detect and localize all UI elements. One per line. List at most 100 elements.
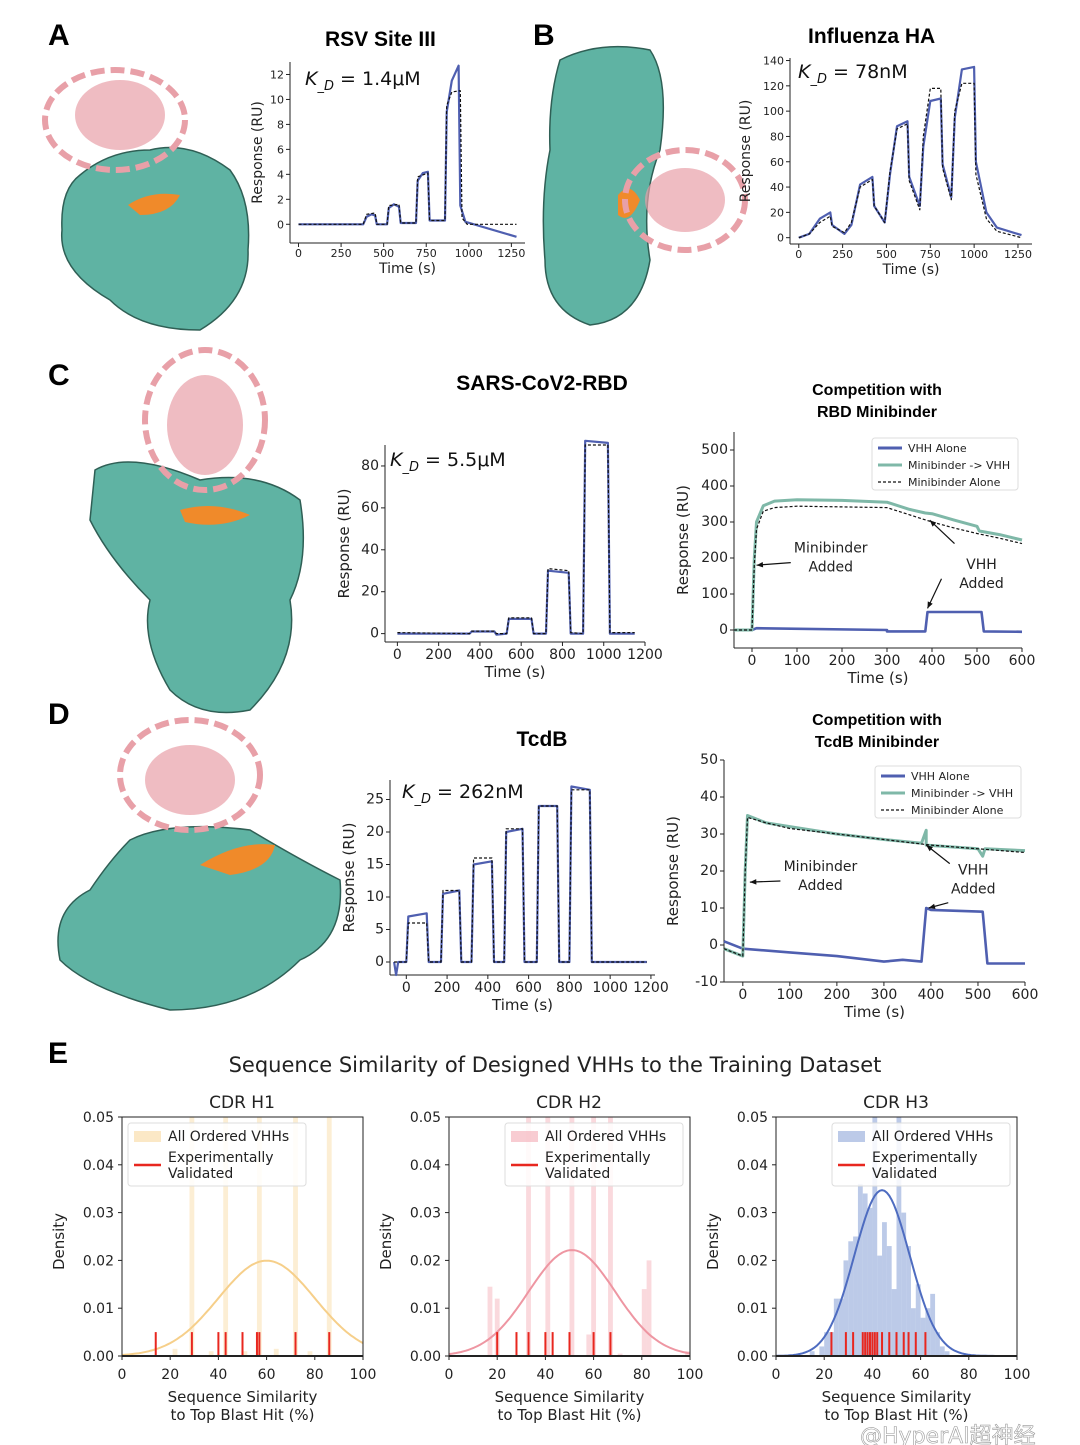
kd-annotation: K_D = 1.4μM (305, 68, 421, 94)
legend-entry: Experimentally (545, 1150, 651, 1166)
histogram-bar (896, 1117, 902, 1356)
series-line-fit-data (798, 65, 1022, 239)
legend-box (127, 1122, 307, 1187)
chart-title: SARS-CoV2-RBD (456, 372, 628, 395)
x-axis-label: to Top Blast Hit (%) (170, 1406, 314, 1424)
histogram-bar (862, 1193, 868, 1356)
y-tick-label: 0.00 (83, 1349, 114, 1365)
x-axis-label: Sequence Similarity (168, 1388, 318, 1406)
histogram-bar (641, 1289, 647, 1356)
y-axis-label: Density (704, 1213, 722, 1270)
y-tick-label: 0.02 (410, 1253, 441, 1269)
kd-symbol: K (390, 449, 404, 471)
histogram-bar (526, 1117, 531, 1356)
histogram-bar (172, 1348, 178, 1356)
histogram-bar (838, 1298, 844, 1356)
protein-structure-rbd (89, 347, 305, 714)
x-tick-label: 750 (920, 248, 941, 261)
panel-label-b: B (533, 19, 555, 52)
x-tick-label: 400 (474, 980, 501, 996)
histogram-bar (273, 1348, 279, 1356)
y-tick-label: 100 (701, 586, 728, 602)
x-tick-label: 100 (677, 1367, 704, 1383)
y-tick-label: 400 (701, 478, 728, 494)
histogram-bar (906, 1246, 911, 1356)
series-line-model (397, 444, 635, 635)
x-axis-label: to Top Blast Hit (%) (497, 1406, 641, 1424)
legend-entry: Minibinder -> VHH (911, 787, 1013, 800)
chart-title-line: TcdB Minibinder (815, 734, 939, 751)
annotation-arrow-head (926, 845, 933, 852)
histogram-bar (608, 1117, 613, 1356)
y-tick-label: 200 (701, 550, 728, 566)
histogram-bar (545, 1117, 551, 1356)
watermark: @HyperAI超神经 (860, 1424, 1036, 1445)
kd-value: = 1.4μM (334, 68, 421, 90)
chart-title: CDR H3 (863, 1093, 929, 1113)
y-tick-label: 0 (370, 626, 379, 642)
histogram-bar (915, 1284, 921, 1356)
x-tick-label: 0 (738, 987, 747, 1003)
legend-entry: Validated (872, 1166, 937, 1182)
chart-rbd: SARS-CoV2-RBD 0 200 400 600 800 1000 1200 0 20 40 6… (335, 372, 663, 681)
histogram-bar (591, 1117, 597, 1356)
y-tick-label: 60 (770, 156, 784, 169)
x-tick-label: 200 (824, 987, 851, 1003)
y-axis-label: Response (RU) (664, 816, 682, 926)
y-tick-label: 20 (700, 863, 718, 879)
chart-title-line: Competition with (812, 712, 942, 729)
histogram-bar (646, 1260, 652, 1356)
y-tick-label: 0.01 (737, 1301, 768, 1317)
kd-subscript: _D (413, 792, 431, 807)
kd-value: = 78nM (827, 61, 908, 83)
series-line-vhh-alone (734, 610, 1023, 634)
y-tick-label: -10 (695, 974, 718, 990)
kd-annotation: K_D = 5.5μM (390, 449, 506, 475)
y-tick-label: 40 (700, 789, 718, 805)
y-tick-label: 0.01 (83, 1301, 114, 1317)
annotation-arrow-head (756, 561, 764, 568)
x-tick-label: 40 (863, 1367, 881, 1383)
x-tick-label: 600 (1009, 653, 1036, 669)
kd-symbol: K (798, 61, 812, 83)
y-axis-label: Density (50, 1213, 68, 1270)
x-tick-label: 600 (1012, 987, 1039, 1003)
histogram-bar (920, 1317, 926, 1356)
histogram-bar (848, 1241, 854, 1356)
x-tick-label: 0 (393, 647, 402, 663)
kde-curve (448, 1249, 691, 1356)
y-tick-label: 15 (366, 857, 384, 873)
histogram-bar (857, 1183, 863, 1356)
kd-subscript: _D (316, 79, 334, 94)
y-tick-label: 0.03 (737, 1206, 768, 1222)
y-tick-label: 30 (700, 826, 718, 842)
protein-structure-tcdb (57, 717, 342, 1011)
annotation-text: Added (798, 878, 843, 894)
x-tick-label: 1000 (455, 247, 483, 260)
x-tick-label: 0 (748, 653, 757, 669)
x-axis-label: Time (s) (491, 996, 553, 1014)
histogram-bar (872, 1117, 878, 1356)
histogram-bar (256, 1117, 262, 1356)
histogram-bar (617, 1353, 623, 1356)
annotation-text: Minibinder (794, 541, 868, 557)
annotation-text: Added (808, 560, 853, 576)
y-tick-label: 6 (277, 143, 284, 156)
x-tick-label: 1200 (633, 980, 669, 996)
y-tick-label: 5 (375, 922, 384, 938)
chart-title: TcdB (517, 728, 568, 751)
chart-h1: Sequence Similarity of Designed VHHs to … (50, 1053, 881, 1424)
histogram-bar (242, 1351, 248, 1356)
x-tick-label: 20 (488, 1367, 506, 1383)
x-tick-label: 1200 (627, 647, 663, 663)
x-tick-label: 0 (445, 1367, 454, 1383)
chart-tcdb: TcdB 0 200 400 600 800 1000 1200 0 5 10 15 20 25 Time … (340, 728, 669, 1014)
y-tick-label: 20 (366, 824, 384, 840)
series-line-minibinder-alone (734, 505, 1023, 631)
legend-entry: All Ordered VHHs (545, 1129, 666, 1145)
annotation-arrow-head (928, 903, 936, 909)
x-tick-label: 300 (874, 653, 901, 669)
x-tick-label: 20 (161, 1367, 179, 1383)
chart-h3: CDR H3 0 20 40 60 80 100 0.00 0.01 0.02 0.03 0.04 0.… (704, 1093, 1030, 1424)
